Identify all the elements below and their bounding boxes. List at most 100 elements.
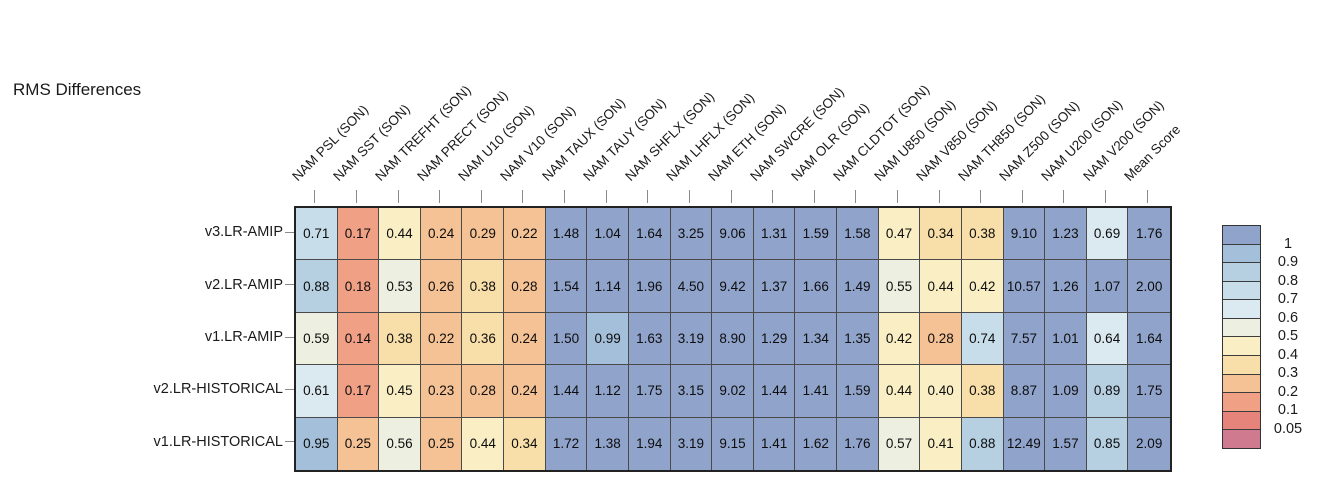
- heatmap-cell: 0.24: [504, 312, 546, 366]
- row-tick: [285, 388, 294, 390]
- heatmap-cell: 1.12: [587, 365, 629, 418]
- chart-title: RMS Differences: [13, 80, 142, 99]
- heatmap-cell: 1.37: [753, 260, 796, 313]
- heatmap-cell: 0.41: [920, 417, 962, 470]
- column-tick: [1021, 190, 1023, 203]
- legend-color-bar: [1222, 225, 1261, 449]
- heatmap-cell: 0.38: [379, 312, 421, 366]
- heatmap-cell: 0.38: [462, 260, 505, 313]
- heatmap-cell: 0.99: [587, 312, 629, 366]
- heatmap-cell: 0.28: [462, 365, 505, 418]
- column-tick: [855, 190, 857, 203]
- heatmap-cell: 1.01: [1045, 312, 1087, 366]
- heatmap-cell: 7.57: [1003, 312, 1046, 366]
- legend-band: [1223, 410, 1260, 430]
- heatmap-cell: 9.10: [1003, 208, 1046, 261]
- legend-tick-label: 0.4: [1277, 346, 1299, 363]
- heatmap-cell: 1.75: [1128, 365, 1170, 418]
- column-tick: [1105, 190, 1107, 203]
- heatmap-cell: 1.07: [1086, 260, 1129, 313]
- heatmap-cell: 1.96: [628, 260, 671, 313]
- column-tick: [439, 190, 441, 203]
- heatmap-cell: 1.62: [795, 417, 838, 470]
- heatmap-cell: 0.44: [920, 260, 962, 313]
- heatmap-cell: 0.56: [379, 417, 421, 470]
- heatmap-cell: 1.26: [1045, 260, 1087, 313]
- heatmap-cell: 0.59: [296, 312, 338, 366]
- legend-tick-label: 0.05: [1273, 420, 1303, 437]
- heatmap-cell: 0.22: [504, 208, 546, 261]
- heatmap-cell: 3.15: [670, 365, 713, 418]
- column-tick: [355, 190, 357, 203]
- heatmap-cell: 0.26: [420, 260, 463, 313]
- heatmap-cell: 0.74: [961, 312, 1004, 366]
- heatmap-cell: 1.94: [628, 417, 671, 470]
- heatmap-grid: 0.71 0.17 0.44 0.24 0.29 0.22 1.48 1.04 1.64 3.25…: [294, 206, 1172, 472]
- legend-tick-label: 0.3: [1277, 365, 1299, 381]
- legend-band: [1223, 299, 1260, 318]
- heatmap-cell: 1.48: [545, 208, 588, 261]
- legend-tick-label: 0.1: [1277, 402, 1299, 418]
- heatmap-cell: 0.44: [462, 417, 505, 470]
- column-tick: [480, 190, 482, 203]
- heatmap-cell: 0.45: [379, 365, 421, 418]
- heatmap-cell: 8.87: [1003, 365, 1046, 418]
- legend-band: [1223, 243, 1260, 263]
- heatmap-cell: 0.42: [878, 312, 921, 366]
- heatmap-cell: 1.72: [545, 417, 588, 470]
- column-tick: [564, 190, 566, 203]
- heatmap-cell: 2.09: [1128, 417, 1170, 470]
- heatmap-cell: 0.34: [504, 417, 546, 470]
- heatmap-cell: 1.44: [753, 365, 796, 418]
- column-tick: [813, 190, 815, 203]
- legend-band: [1223, 355, 1260, 374]
- column-tick: [522, 190, 524, 203]
- heatmap-cell: 1.59: [795, 208, 838, 261]
- heatmap-cell: 12.49: [1003, 417, 1046, 470]
- heatmap-cell: 0.22: [420, 312, 463, 366]
- legend-tick-label: 0.6: [1277, 309, 1299, 326]
- heatmap-cell: 0.28: [920, 312, 962, 366]
- legend-band: [1223, 392, 1260, 411]
- heatmap-cell: 0.23: [420, 365, 463, 418]
- legend-band: [1223, 280, 1260, 300]
- row-tick: [285, 284, 294, 286]
- row-label: v1.LR-AMIP: [204, 329, 283, 345]
- heatmap-cell: 1.41: [795, 365, 838, 418]
- heatmap-cell: 1.63: [628, 312, 671, 366]
- legend-tick-label: 0.5: [1277, 328, 1299, 344]
- heatmap-cell: 1.59: [837, 365, 879, 418]
- heatmap-cell: 3.19: [670, 417, 713, 470]
- legend-tick-label: 1: [1283, 235, 1293, 252]
- column-tick: [605, 190, 607, 203]
- heatmap-cell: 1.44: [545, 365, 588, 418]
- column-tick: [688, 190, 690, 203]
- heatmap-cell: 0.57: [878, 417, 921, 470]
- legend-tick-label: 0.9: [1277, 254, 1299, 270]
- heatmap-cell: 0.85: [1086, 417, 1129, 470]
- heatmap-cell: 0.89: [1086, 365, 1129, 418]
- heatmap-cell: 1.23: [1045, 208, 1087, 261]
- legend-band: [1223, 373, 1260, 393]
- heatmap-cell: 0.42: [961, 260, 1004, 313]
- heatmap-cell: 0.28: [504, 260, 546, 313]
- legend-band: [1223, 336, 1260, 356]
- heatmap-cell: 0.44: [379, 208, 421, 261]
- heatmap-cell: 1.31: [753, 208, 796, 261]
- heatmap-cell: 0.61: [296, 365, 338, 418]
- heatmap-cell: 4.50: [670, 260, 713, 313]
- row-label: v1.LR-HISTORICAL: [153, 433, 283, 450]
- heatmap-cell: 1.75: [628, 365, 671, 418]
- heatmap-cell: 9.15: [712, 417, 754, 470]
- heatmap-cell: 0.14: [337, 312, 380, 366]
- legend-band: [1223, 226, 1260, 244]
- legend-tick-label: 0.8: [1277, 272, 1299, 289]
- legend-band: [1223, 262, 1260, 281]
- heatmap-cell: 3.25: [670, 208, 713, 261]
- heatmap-cell: 0.17: [337, 365, 380, 418]
- heatmap-cell: 10.57: [1003, 260, 1046, 313]
- column-tick: [896, 190, 898, 203]
- heatmap-cell: 8.90: [712, 312, 754, 366]
- row-tick: [285, 336, 294, 338]
